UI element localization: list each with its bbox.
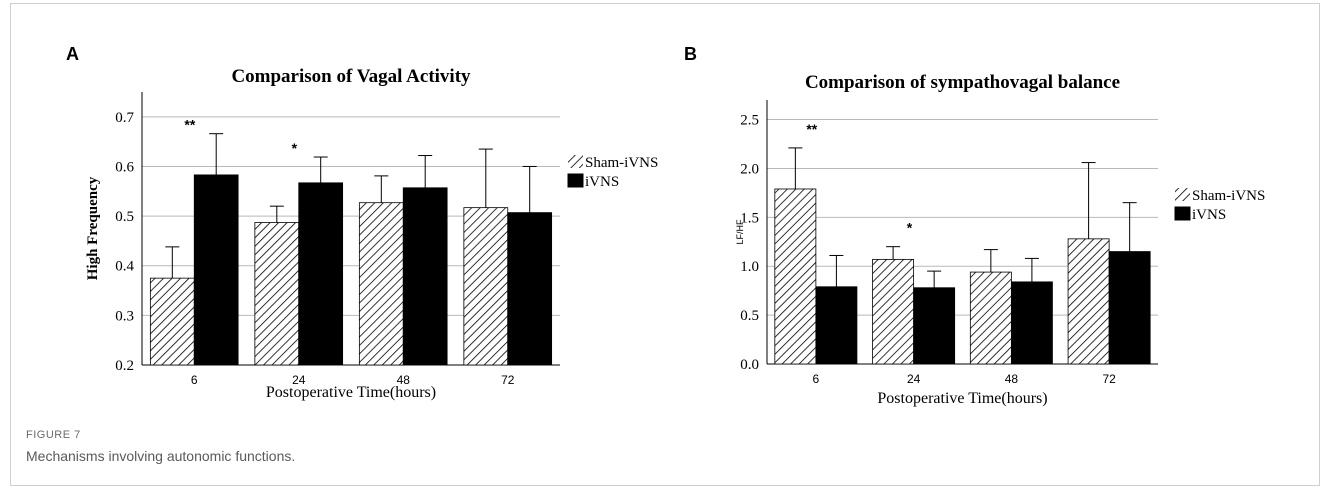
- bar-sham-ivns: [149, 277, 195, 366]
- x-tick-label: 24: [292, 373, 306, 387]
- bar-sham-ivns: [774, 188, 817, 365]
- legend-label-ivns: iVNS: [1192, 207, 1226, 223]
- significance-marker: **: [184, 117, 195, 133]
- legend-swatch-ivns: [1174, 206, 1191, 221]
- panel-letter-a: A: [66, 44, 79, 64]
- figure-label: FIGURE 7: [26, 429, 81, 441]
- y-axis-label: High Frequency: [85, 176, 101, 280]
- x-tick-label: 48: [1005, 372, 1019, 386]
- bar-sham-ivns: [358, 202, 404, 366]
- legend-swatch-sham-ivns: [1175, 188, 1190, 201]
- x-tick-label: 72: [1102, 372, 1116, 386]
- bar-sham-ivns: [254, 222, 300, 366]
- bar-sham-ivns: [872, 258, 915, 365]
- significance-marker: **: [806, 121, 817, 137]
- y-tick-label: 0.0: [740, 357, 759, 373]
- figure-caption: Mechanisms involving autonomic functions…: [26, 448, 296, 464]
- y-tick-label: 0.2: [115, 358, 134, 374]
- legend-label-sham-ivns: Sham-iVNS: [585, 155, 658, 171]
- legend-label-sham-ivns: Sham-iVNS: [1192, 188, 1265, 204]
- y-tick-label: 1.5: [740, 210, 759, 226]
- bar-ivns: [1010, 281, 1053, 365]
- y-tick-label: 1.0: [740, 259, 759, 275]
- bar-ivns: [402, 187, 448, 366]
- x-tick-label: 6: [191, 373, 198, 387]
- bar-sham-ivns: [1067, 238, 1110, 365]
- legend-label-ivns: iVNS: [585, 174, 619, 190]
- y-axis-label: LF/HF: [735, 219, 745, 245]
- bar-sham-ivns: [463, 207, 509, 366]
- x-axis-label: Postoperative Time(hours): [266, 384, 436, 401]
- y-tick-label: 0.3: [115, 308, 134, 324]
- significance-marker: *: [907, 220, 913, 236]
- chart-title: Comparison of Vagal Activity: [231, 66, 471, 87]
- y-tick-label: 0.4: [115, 259, 134, 275]
- legend-swatch-sham-ivns: [568, 155, 583, 168]
- y-tick-label: 0.7: [115, 110, 134, 126]
- y-tick-label: 2.5: [740, 113, 759, 129]
- bar-ivns: [298, 182, 344, 366]
- y-tick-label: 0.5: [115, 209, 134, 225]
- bar-ivns: [815, 286, 858, 365]
- bar-ivns: [913, 287, 956, 365]
- bar-sham-ivns: [969, 271, 1012, 365]
- x-tick-label: 72: [501, 373, 515, 387]
- x-tick-label: 48: [397, 373, 411, 387]
- y-tick-label: 0.6: [115, 159, 134, 175]
- x-tick-label: 6: [813, 372, 820, 386]
- bar-ivns: [1108, 251, 1151, 365]
- bar-ivns: [507, 212, 553, 366]
- x-axis-label: Postoperative Time(hours): [877, 390, 1047, 407]
- panel-letter-b: B: [684, 44, 697, 64]
- x-tick-label: 24: [907, 372, 921, 386]
- significance-marker: *: [292, 140, 298, 156]
- y-tick-label: 2.0: [740, 161, 759, 177]
- y-tick-label: 0.5: [740, 308, 759, 324]
- chart-title: Comparison of sympathovagal balance: [805, 72, 1120, 93]
- legend-swatch-ivns: [567, 173, 584, 188]
- bar-ivns: [193, 174, 239, 366]
